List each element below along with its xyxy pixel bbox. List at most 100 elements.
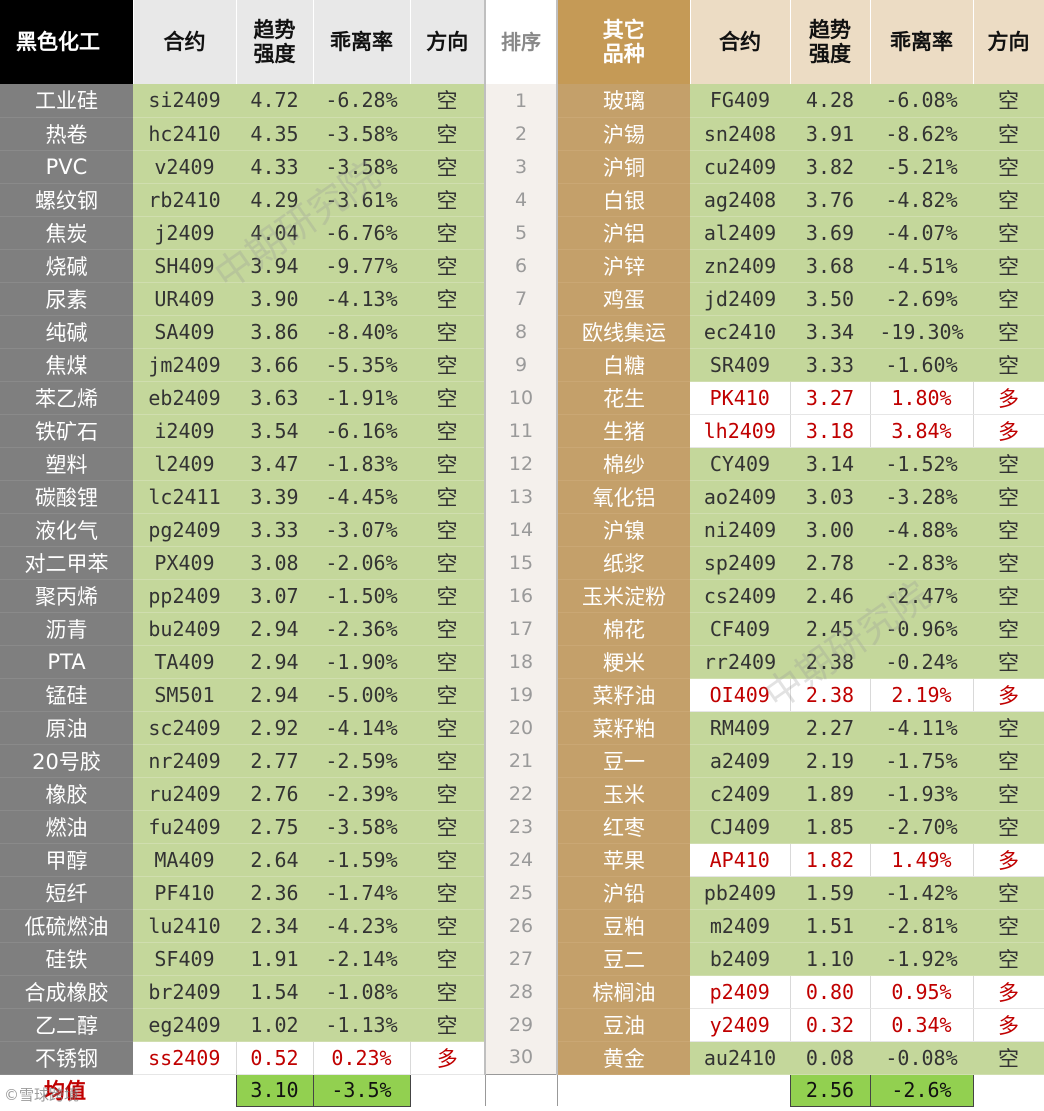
right-deviation: -0.08% — [870, 1041, 973, 1075]
right-deviation: -3.28% — [870, 480, 973, 514]
right-strength: 0.32 — [790, 1008, 871, 1042]
right-variety-name: 欧线集运 — [557, 315, 690, 349]
left-strength: 2.64 — [236, 843, 313, 877]
left-direction: 空 — [410, 678, 485, 712]
right-strength: 3.69 — [790, 216, 870, 250]
left-contract: lu2410 — [133, 909, 236, 943]
right-variety-name: 棉纱 — [557, 447, 690, 481]
left-deviation: -2.39% — [313, 777, 410, 811]
rank-number: 20 — [484, 711, 558, 744]
rank-number: 18 — [484, 645, 558, 678]
right-direction: 空 — [973, 315, 1044, 349]
average-deviation-left: -3.5% — [312, 1073, 411, 1107]
right-deviation: -2.81% — [870, 909, 973, 943]
left-direction: 空 — [410, 348, 485, 382]
table-row: 硅铁 SF409 1.91 -2.14% 空 27 豆二 b2409 1.10 -1.92% 空 — [0, 942, 1044, 976]
right-strength: 0.08 — [790, 1041, 870, 1075]
table-row: 乙二醇 eg2409 1.02 -1.13% 空 29 豆油 y2409 0.32 0.34% 多 — [0, 1008, 1044, 1042]
left-contract: i2409 — [133, 414, 236, 448]
left-variety-name: 聚丙烯 — [0, 579, 133, 613]
right-direction: 空 — [973, 744, 1044, 778]
rank-number: 3 — [484, 150, 558, 183]
left-variety-name: 短纤 — [0, 876, 133, 910]
right-direction: 多 — [973, 678, 1044, 712]
left-direction: 空 — [410, 744, 485, 778]
table-row: 塑料 l2409 3.47 -1.83% 空 12 棉纱 CY409 3.14 -1.52% 空 — [0, 447, 1044, 481]
average-strength-right: 2.56 — [789, 1073, 871, 1107]
right-variety-name: 玻璃 — [557, 84, 690, 118]
left-contract: PF410 — [133, 876, 236, 910]
right-contract: au2410 — [690, 1041, 790, 1075]
left-direction: 空 — [410, 777, 485, 811]
left-variety-name: 热卷 — [0, 117, 133, 151]
right-variety-name: 豆二 — [557, 942, 690, 976]
right-deviation: -1.52% — [870, 447, 973, 481]
rank-number: 15 — [484, 546, 558, 579]
left-direction: 空 — [410, 546, 485, 580]
right-contract: sp2409 — [690, 546, 790, 580]
right-strength: 1.82 — [790, 843, 871, 877]
right-strength: 2.38 — [790, 645, 870, 679]
right-variety-name: 棕榈油 — [557, 975, 690, 1009]
right-deviation: -4.07% — [870, 216, 973, 250]
left-deviation: -9.77% — [313, 249, 410, 283]
right-deviation: -4.11% — [870, 711, 973, 745]
left-strength: 2.92 — [236, 711, 313, 745]
left-deviation: -4.45% — [313, 480, 410, 514]
rank-number: 21 — [484, 744, 558, 777]
right-variety-name: 白糖 — [557, 348, 690, 382]
right-direction: 空 — [973, 249, 1044, 283]
right-variety-name: 沪铜 — [557, 150, 690, 184]
right-variety-name: 苹果 — [557, 843, 690, 877]
rank-number: 14 — [484, 513, 558, 546]
left-contract: sc2409 — [133, 711, 236, 745]
rank-number: 25 — [484, 876, 558, 909]
left-deviation: -5.35% — [313, 348, 410, 382]
left-direction: 空 — [410, 1008, 485, 1042]
right-variety-name: 鸡蛋 — [557, 282, 690, 316]
average-blank — [133, 1073, 236, 1106]
left-variety-name: 低硫燃油 — [0, 909, 133, 943]
rank-number: 7 — [484, 282, 558, 315]
right-direction: 空 — [973, 645, 1044, 679]
left-strength: 0.52 — [236, 1041, 314, 1075]
left-deviation: -1.59% — [313, 843, 410, 877]
left-variety-name: 焦煤 — [0, 348, 133, 382]
left-contract: lc2411 — [133, 480, 236, 514]
left-variety-name: 焦炭 — [0, 216, 133, 250]
rank-number: 13 — [484, 480, 558, 513]
right-direction: 空 — [973, 876, 1044, 910]
left-direction: 空 — [410, 513, 485, 547]
right-direction: 多 — [973, 843, 1044, 877]
left-variety-name: 铁矿石 — [0, 414, 133, 448]
left-strength: 2.94 — [236, 645, 313, 679]
rank-number: 10 — [484, 381, 558, 414]
table-row: 燃油 fu2409 2.75 -3.58% 空 23 红枣 CJ409 1.85 -2.70% 空 — [0, 810, 1044, 844]
left-deviation: -6.28% — [313, 84, 410, 118]
left-deviation: -6.76% — [313, 216, 410, 250]
table-row: 热卷 hc2410 4.35 -3.58% 空 2 沪锡 sn2408 3.91 -8.62% 空 — [0, 117, 1044, 151]
left-contract: UR409 — [133, 282, 236, 316]
table-row: 不锈钢 ss2409 0.52 0.23% 多 30 黄金 au2410 0.08 -0.08% 空 — [0, 1041, 1044, 1075]
right-variety-name: 豆油 — [557, 1008, 690, 1042]
left-variety-name: 橡胶 — [0, 777, 133, 811]
rank-number: 6 — [484, 249, 558, 282]
right-deviation: -1.93% — [870, 777, 973, 811]
right-direction: 多 — [973, 975, 1044, 1009]
average-blank — [484, 1073, 557, 1106]
left-contract: pg2409 — [133, 513, 236, 547]
table-row: 低硫燃油 lu2410 2.34 -4.23% 空 26 豆粕 m2409 1.51 -2.81%… — [0, 909, 1044, 943]
right-direction: 空 — [973, 810, 1044, 844]
right-strength: 3.27 — [790, 381, 871, 415]
left-contract: fu2409 — [133, 810, 236, 844]
header-strength-left: 趋势 强度 — [236, 0, 314, 84]
right-variety-name: 玉米淀粉 — [557, 579, 690, 613]
left-strength: 3.08 — [236, 546, 313, 580]
right-contract: AP410 — [690, 843, 791, 877]
left-direction: 空 — [410, 183, 485, 217]
right-contract: a2409 — [690, 744, 790, 778]
left-contract: jm2409 — [133, 348, 236, 382]
right-deviation: -1.92% — [870, 942, 973, 976]
rank-number: 19 — [484, 678, 558, 711]
left-variety-name: 原油 — [0, 711, 133, 745]
